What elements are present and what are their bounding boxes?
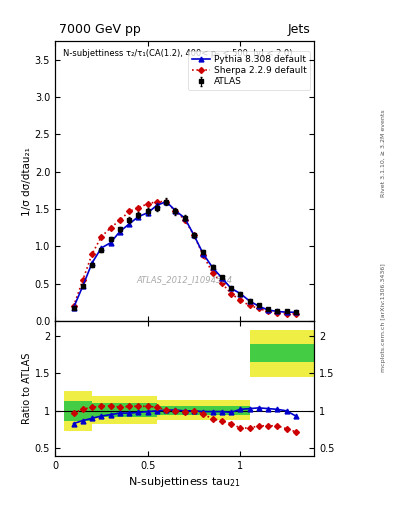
Y-axis label: 1/σ dσ/dtau₂₁: 1/σ dσ/dtau₂₁ bbox=[22, 146, 32, 216]
Y-axis label: Ratio to ATLAS: Ratio to ATLAS bbox=[22, 353, 32, 424]
Sherpa 2.2.9 default bbox=[247, 303, 252, 309]
Pythia 8.308 default bbox=[210, 264, 215, 270]
Pythia 8.308 default bbox=[257, 303, 261, 309]
Pythia 8.308 default bbox=[127, 221, 132, 227]
Pythia 8.308 default bbox=[71, 305, 76, 311]
Sherpa 2.2.9 default bbox=[173, 208, 178, 215]
Text: N-subjettiness τ₂/τ₁(CA(1.2), 400< pₚ < 500, |y| < 2.0): N-subjettiness τ₂/τ₁(CA(1.2), 400< pₚ < … bbox=[63, 49, 292, 58]
Sherpa 2.2.9 default bbox=[118, 217, 122, 223]
Sherpa 2.2.9 default bbox=[238, 297, 242, 303]
Pythia 8.308 default bbox=[154, 202, 159, 208]
Sherpa 2.2.9 default bbox=[294, 311, 298, 317]
Pythia 8.308 default bbox=[108, 240, 113, 246]
Bar bbox=[250, 330, 314, 377]
Bar bbox=[157, 400, 213, 420]
Bar bbox=[250, 344, 314, 362]
Text: ATLAS_2012_I1094564: ATLAS_2012_I1094564 bbox=[137, 274, 233, 284]
Pythia 8.308 default bbox=[173, 207, 178, 214]
Sherpa 2.2.9 default bbox=[136, 204, 141, 210]
Sherpa 2.2.9 default bbox=[219, 280, 224, 286]
Line: Sherpa 2.2.9 default: Sherpa 2.2.9 default bbox=[72, 200, 298, 316]
Sherpa 2.2.9 default bbox=[210, 269, 215, 275]
Sherpa 2.2.9 default bbox=[182, 217, 187, 223]
Bar bbox=[157, 406, 213, 415]
Bar bbox=[213, 406, 250, 415]
Sherpa 2.2.9 default bbox=[145, 201, 150, 207]
Sherpa 2.2.9 default bbox=[81, 277, 85, 283]
Pythia 8.308 default bbox=[99, 245, 104, 251]
Sherpa 2.2.9 default bbox=[201, 252, 206, 259]
Bar bbox=[213, 400, 250, 420]
Pythia 8.308 default bbox=[118, 228, 122, 234]
Sherpa 2.2.9 default bbox=[275, 310, 280, 316]
Sherpa 2.2.9 default bbox=[266, 308, 270, 314]
Sherpa 2.2.9 default bbox=[192, 232, 196, 238]
Sherpa 2.2.9 default bbox=[284, 311, 289, 317]
Pythia 8.308 default bbox=[192, 232, 196, 238]
Pythia 8.308 default bbox=[247, 298, 252, 304]
Pythia 8.308 default bbox=[164, 199, 169, 205]
Sherpa 2.2.9 default bbox=[99, 233, 104, 240]
Pythia 8.308 default bbox=[182, 215, 187, 221]
Text: 7000 GeV pp: 7000 GeV pp bbox=[59, 23, 141, 36]
Sherpa 2.2.9 default bbox=[229, 290, 233, 296]
Pythia 8.308 default bbox=[275, 308, 280, 314]
Pythia 8.308 default bbox=[201, 251, 206, 257]
Sherpa 2.2.9 default bbox=[127, 208, 132, 215]
Text: Rivet 3.1.10, ≥ 3.2M events: Rivet 3.1.10, ≥ 3.2M events bbox=[381, 110, 386, 198]
Pythia 8.308 default bbox=[219, 275, 224, 281]
Text: mcplots.cern.ch [arXiv:1306.3436]: mcplots.cern.ch [arXiv:1306.3436] bbox=[381, 263, 386, 372]
Text: Jets: Jets bbox=[288, 23, 310, 36]
Pythia 8.308 default bbox=[266, 307, 270, 313]
Pythia 8.308 default bbox=[238, 290, 242, 296]
Pythia 8.308 default bbox=[294, 309, 298, 315]
Sherpa 2.2.9 default bbox=[90, 251, 94, 257]
Bar bbox=[92, 403, 157, 417]
Legend: Pythia 8.308 default, Sherpa 2.2.9 default, ATLAS: Pythia 8.308 default, Sherpa 2.2.9 defau… bbox=[188, 51, 310, 90]
Line: Pythia 8.308 default: Pythia 8.308 default bbox=[71, 199, 298, 315]
Pythia 8.308 default bbox=[81, 283, 85, 289]
Bar bbox=[64, 401, 92, 420]
Sherpa 2.2.9 default bbox=[257, 305, 261, 311]
Pythia 8.308 default bbox=[145, 210, 150, 216]
Pythia 8.308 default bbox=[229, 285, 233, 291]
Sherpa 2.2.9 default bbox=[108, 225, 113, 231]
Sherpa 2.2.9 default bbox=[154, 199, 159, 205]
Pythia 8.308 default bbox=[284, 309, 289, 315]
Sherpa 2.2.9 default bbox=[71, 303, 76, 309]
Bar bbox=[92, 396, 157, 424]
Pythia 8.308 default bbox=[90, 260, 94, 266]
X-axis label: N-subjettiness tau$_{21}$: N-subjettiness tau$_{21}$ bbox=[129, 475, 241, 489]
Pythia 8.308 default bbox=[136, 214, 141, 220]
Bar bbox=[64, 391, 92, 431]
Sherpa 2.2.9 default bbox=[164, 199, 169, 205]
